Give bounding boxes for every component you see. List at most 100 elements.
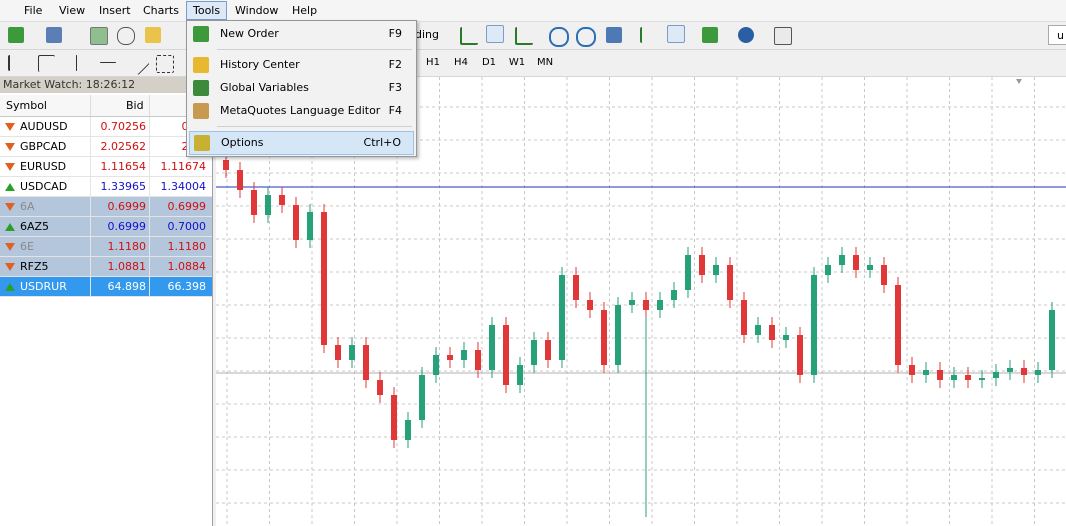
candle-body: [895, 285, 901, 365]
symbol-field[interactable]: u: [1048, 25, 1066, 45]
autoscroll-icon[interactable]: [640, 27, 658, 43]
menu-item[interactable]: Insert: [99, 4, 131, 17]
menu-option[interactable]: Options Ctrl+O: [189, 131, 414, 155]
menu-icon: [193, 103, 209, 119]
candle-body: [671, 290, 677, 300]
menu-option[interactable]: Global Variables F3: [189, 77, 414, 99]
timeframe-button[interactable]: H4: [454, 57, 468, 68]
quote-row[interactable]: 6E 1.1180 1.1180: [0, 237, 212, 257]
timeframe-button[interactable]: MN: [536, 57, 554, 68]
candle-body: [755, 325, 761, 335]
cursor-icon[interactable]: [8, 55, 26, 71]
menu-item[interactable]: Tools: [186, 1, 228, 20]
menu-separator: [217, 49, 412, 50]
menu-option[interactable]: History Center F2: [189, 54, 414, 76]
timeframe-button[interactable]: H1: [426, 57, 440, 68]
menu-option[interactable]: New Order F9: [189, 23, 414, 45]
grid: [216, 77, 1066, 526]
candle-body: [587, 300, 593, 310]
bid: 1.11654: [100, 160, 147, 173]
quote-row[interactable]: USDRUR 64.898 66.398: [0, 277, 212, 297]
chart-shift-marker: [1016, 79, 1022, 84]
bid: 0.6999: [107, 220, 147, 233]
menu-item[interactable]: View: [59, 4, 86, 17]
bar-chart-icon[interactable]: [460, 27, 478, 45]
ask: 1.34004: [160, 180, 207, 193]
candle-body: [405, 420, 411, 440]
menu-separator: [217, 126, 412, 127]
candle-chart-icon[interactable]: [486, 25, 504, 43]
candle-body: [783, 335, 789, 340]
quote-row[interactable]: EURUSD 1.11654 1.11674: [0, 157, 212, 177]
symbol: USDRUR: [20, 280, 67, 293]
candle-body: [979, 378, 985, 380]
crosshair-icon[interactable]: [38, 55, 55, 72]
toolbar-line-studies: H1 H4 D1 W1 MN: [0, 50, 1066, 77]
symbol: EURUSD: [20, 160, 67, 173]
menu-item[interactable]: Help: [292, 4, 318, 17]
cell-divider: [149, 197, 150, 217]
navigator-icon[interactable]: [145, 27, 161, 43]
vline-icon[interactable]: [76, 55, 77, 71]
menu-shortcut: F3: [388, 81, 402, 94]
header-divider: [149, 95, 150, 116]
symbol: 6A: [20, 200, 35, 213]
menu-icon: [193, 26, 209, 42]
bid-header[interactable]: Bid: [126, 99, 144, 112]
timeframe-button[interactable]: W1: [508, 57, 526, 68]
quote-row[interactable]: 6A 0.6999 0.6999: [0, 197, 212, 217]
trading-label[interactable]: ding: [415, 28, 439, 41]
quote-row[interactable]: RFZ5 1.0881 1.0884: [0, 257, 212, 277]
market-watch: Market Watch: 18:26:12 Symbol Bid AUDUSD…: [0, 77, 213, 526]
up-arrow: [5, 183, 15, 191]
menu-item[interactable]: File: [24, 4, 43, 17]
cell-divider: [90, 277, 91, 297]
zoom-out-icon[interactable]: [576, 27, 596, 47]
indicators-icon[interactable]: [702, 27, 718, 43]
symbol-header[interactable]: Symbol: [6, 99, 47, 112]
symbol: 6AZ5: [20, 220, 50, 233]
fibo-icon[interactable]: [156, 55, 174, 73]
cell-divider: [90, 177, 91, 197]
periods-icon[interactable]: [738, 27, 754, 43]
cell-divider: [90, 157, 91, 177]
menu-item[interactable]: Charts: [143, 4, 179, 17]
candle-body: [643, 300, 649, 310]
templates-icon[interactable]: [774, 27, 792, 45]
zoom-in-icon[interactable]: [549, 27, 569, 47]
menu-label: New Order: [220, 27, 279, 40]
candle-body: [825, 265, 831, 275]
up-arrow: [5, 223, 15, 231]
timeframe-button[interactable]: D1: [481, 57, 497, 68]
quote-row[interactable]: USDCAD 1.33965 1.34004: [0, 177, 212, 197]
candle-body: [447, 355, 453, 360]
menu-label: Options: [221, 136, 264, 149]
ask: 0.6999: [167, 200, 207, 213]
hline-icon[interactable]: [100, 62, 116, 63]
tile-icon[interactable]: [606, 27, 622, 43]
chart-shift-icon[interactable]: [667, 25, 685, 43]
candle-body: [531, 340, 537, 365]
candle-body: [489, 325, 495, 370]
new-chart-icon[interactable]: [8, 27, 24, 43]
trendline-icon[interactable]: [126, 51, 150, 76]
quote-row[interactable]: 6AZ5 0.6999 0.7000: [0, 217, 212, 237]
candle-body: [419, 375, 425, 420]
bid: 2.02562: [100, 140, 147, 153]
market-watch-icon[interactable]: [90, 27, 108, 45]
up-arrow: [5, 283, 15, 291]
cell-divider: [149, 137, 150, 157]
menu-label: History Center: [220, 58, 300, 71]
line-chart-icon[interactable]: [515, 27, 533, 45]
menu-option[interactable]: MetaQuotes Language Editor F4: [189, 100, 414, 122]
candle-body: [881, 265, 887, 285]
menu-item[interactable]: Window: [235, 4, 279, 17]
profiles-icon[interactable]: [46, 27, 62, 43]
symbol: AUDUSD: [20, 120, 68, 133]
bid: 64.898: [107, 280, 147, 293]
candle-body: [629, 300, 635, 305]
data-window-icon[interactable]: [117, 27, 135, 45]
cell-divider: [90, 257, 91, 277]
